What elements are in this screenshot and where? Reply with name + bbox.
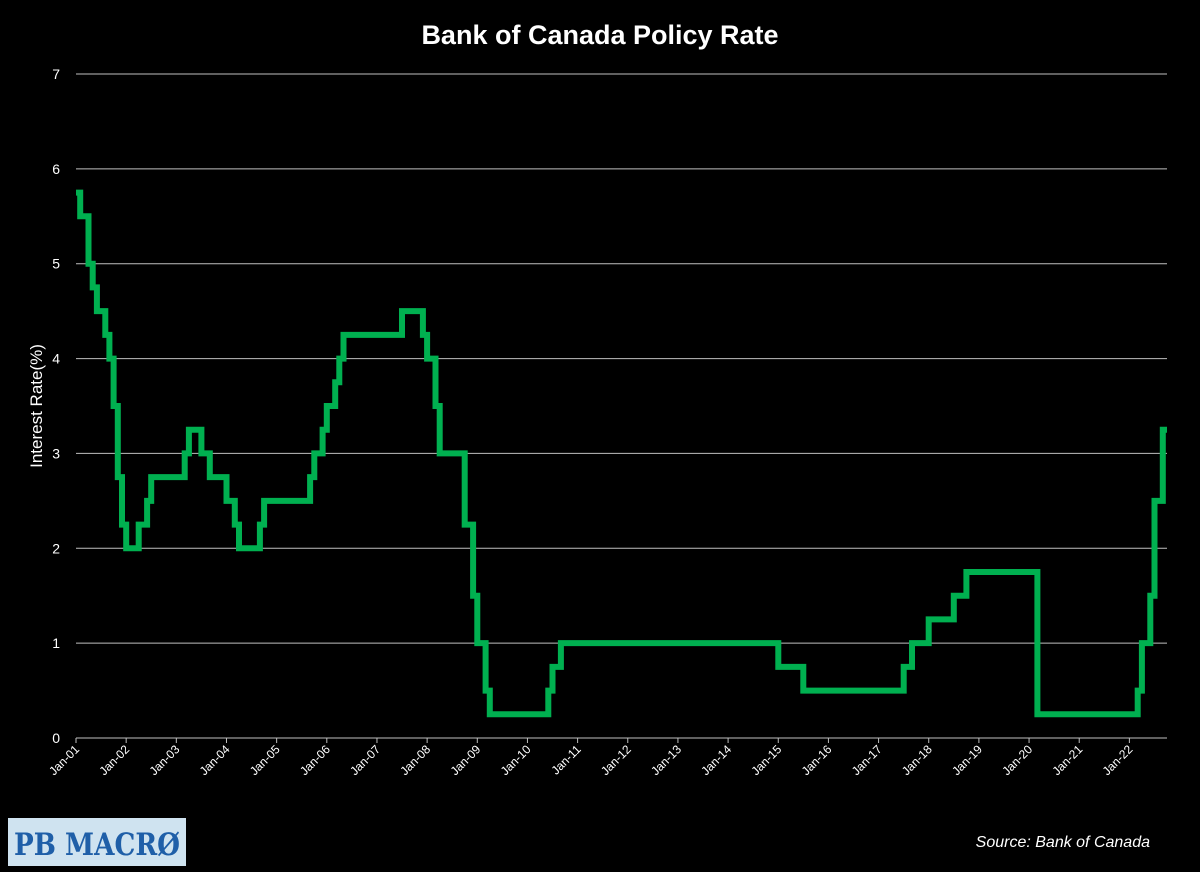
y-axis-label: Interest Rate(%): [27, 344, 46, 468]
logo-text: PB MACRØ: [14, 827, 180, 863]
y-tick-label: 2: [52, 540, 60, 556]
policy-rate-line: [76, 189, 1167, 718]
y-tick-label: 6: [52, 161, 60, 177]
pb-macro-logo: PB MACRØ: [8, 818, 186, 866]
y-tick-labels: 0 1 2 3 4 5 6 7: [52, 66, 60, 746]
y-tick-label: 5: [52, 256, 60, 272]
y-tick-label: 1: [52, 635, 60, 651]
source-note: Source: Bank of Canada: [976, 834, 1150, 851]
y-tick-label: 7: [52, 66, 60, 82]
chart-title: Bank of Canada Policy Rate: [421, 20, 778, 50]
logo-background: [8, 818, 186, 866]
y-tick-label: 0: [52, 730, 60, 746]
y-tick-label: 4: [52, 351, 60, 367]
y-tick-label: 3: [52, 445, 60, 461]
